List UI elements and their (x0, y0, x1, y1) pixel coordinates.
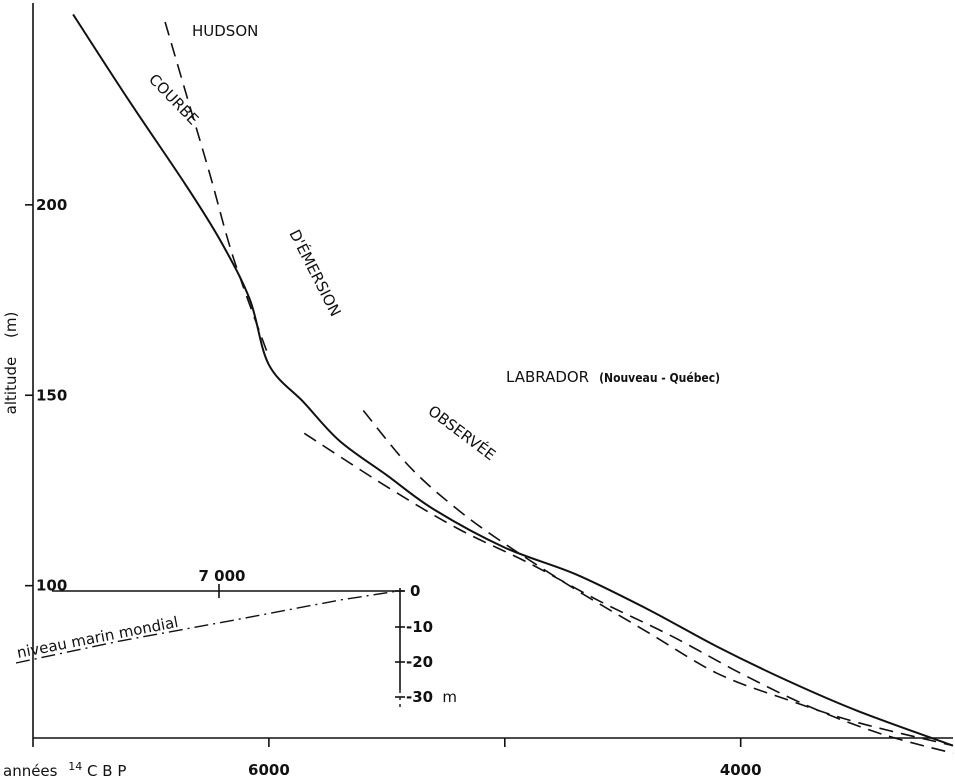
y-axis-label-text: altitude (2, 357, 20, 415)
x-tick-label-6000: 6000 (248, 761, 290, 779)
label-labrador: LABRADOR (Nouveau - Québec) (506, 368, 720, 386)
y-tick-label-200: 200 (36, 196, 67, 214)
x-axis-label-suffix: C B P (87, 762, 126, 779)
y-tick-label-150: 150 (36, 386, 67, 404)
x-tick-label-4000: 4000 (720, 761, 762, 779)
inset-y-label-30: -30 m (406, 688, 457, 706)
x-axis-label: années 14 C B P (3, 756, 126, 779)
inset-y-label-10: -10 (406, 618, 433, 636)
inset-y-unit: m (442, 688, 457, 706)
inset-x-tick-label: 7 000 (199, 567, 246, 585)
series-line-3 (303, 432, 954, 754)
x-ticks: 6000 4000 (32, 738, 762, 779)
svg-text:altitude (m): altitude (m) (2, 312, 20, 415)
inset: 7 000 0 -10 -20 -30 m niveau marin mondi… (15, 567, 457, 710)
y-tick-label-100: 100 (36, 577, 67, 595)
label-labrador-qualifier: (Nouveau - Québec) (599, 371, 720, 385)
inset-y-label-20: -20 (406, 653, 433, 671)
inset-y-label-0: 0 (410, 582, 420, 600)
label-labrador-name: LABRADOR (506, 368, 589, 386)
label-demersion: D'ÉMERSION (285, 226, 345, 319)
inset-series-line (15, 590, 399, 664)
x-axis-label-sup: 14 (68, 760, 82, 773)
label-hudson: HUDSON (192, 22, 258, 40)
inset-y-label-30-value: -30 (406, 688, 433, 706)
series-line-0 (72, 13, 954, 747)
series-line-1 (164, 21, 270, 358)
series-line-2 (362, 409, 954, 747)
label-courbe: COURBE (145, 70, 202, 128)
label-observee: OBSERVÉE (425, 401, 500, 464)
series-layer (72, 13, 954, 754)
y-axis-label: altitude (m) (2, 312, 20, 415)
x-axis-label-prefix: années (3, 762, 58, 779)
y-axis-unit: (m) (2, 312, 20, 338)
y-ticks: 200 150 100 (25, 196, 67, 595)
inset-series-label: niveau marin mondial (15, 613, 179, 662)
